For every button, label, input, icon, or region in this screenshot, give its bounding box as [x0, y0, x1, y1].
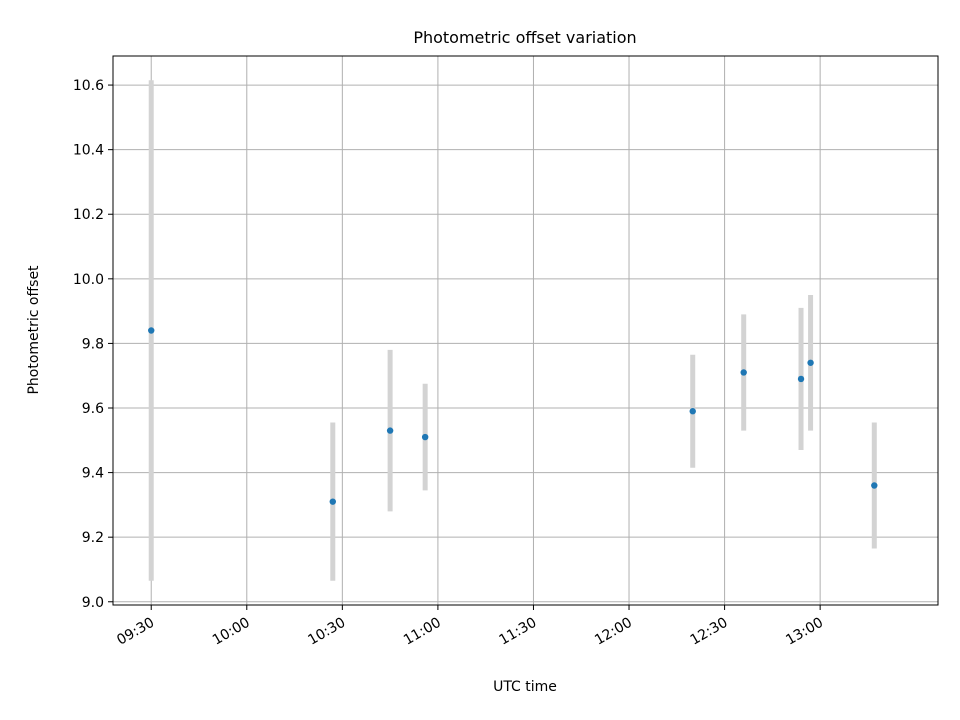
error-bars [148, 80, 877, 581]
data-point [689, 408, 696, 415]
x-tick-label: 11:30 [497, 615, 540, 649]
y-axis-ticks: 9.0 9.2 9.4 9.6 9.8 10.0 10.2 10.4 10.6 [73, 78, 113, 611]
chart-title: Photometric offset variation [413, 28, 636, 47]
data-point [329, 498, 336, 505]
x-tick-label: 11:00 [401, 615, 444, 649]
data-point [797, 375, 805, 383]
x-tick-label: 10:00 [210, 615, 253, 649]
x-tick-label: 13:00 [783, 615, 826, 649]
data-point [871, 482, 878, 489]
y-tick-label: 10.2 [73, 207, 104, 223]
data-point [807, 359, 814, 366]
x-tick-label: 12:00 [592, 615, 635, 649]
x-tick-label: 10:30 [305, 615, 348, 649]
y-tick-label: 9.2 [82, 530, 104, 546]
y-tick-label: 9.4 [82, 466, 104, 482]
data-point [421, 433, 429, 441]
y-tick-label: 10.0 [73, 272, 104, 288]
x-axis-label: UTC time [493, 679, 557, 695]
y-axis-label: Photometric offset [26, 265, 42, 395]
y-tick-label: 9.0 [82, 595, 104, 611]
data-point [386, 427, 394, 434]
y-tick-label: 10.4 [73, 143, 104, 159]
grid [113, 56, 938, 605]
y-tick-label: 10.6 [73, 78, 104, 94]
y-tick-label: 9.8 [82, 336, 104, 352]
data-points [148, 327, 878, 505]
x-tick-label: 12:30 [688, 615, 731, 649]
data-point [740, 369, 747, 376]
data-point [148, 327, 155, 334]
y-tick-label: 9.6 [82, 401, 104, 417]
x-tick-label: 09:30 [114, 615, 157, 649]
plot-frame [112, 55, 939, 606]
x-axis-ticks: 09:30 10:00 10:30 11:00 11:30 12:00 12:30 13:00 [114, 605, 826, 649]
